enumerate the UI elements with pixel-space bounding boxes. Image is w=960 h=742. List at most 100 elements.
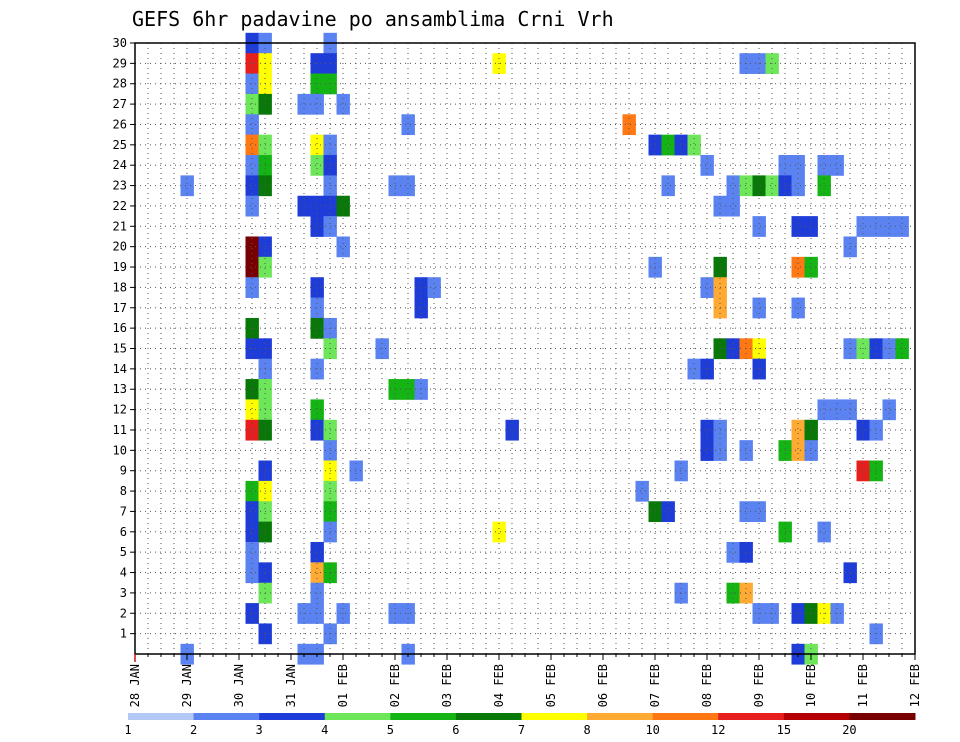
precip-cell [310,297,324,319]
y-tick-label: 21 [113,219,127,233]
precip-cell [726,195,740,217]
legend-swatch [390,713,457,720]
precip-cell [661,501,675,523]
precip-cell [245,419,259,441]
y-tick-label: 10 [113,443,127,457]
precip-cell [310,155,324,176]
legend-label: 12 [711,723,725,737]
y-tick-label: 29 [113,56,127,70]
precip-cell [414,379,428,400]
precip-cell [310,134,324,156]
precip-cell [700,419,714,441]
precip-cell [310,277,324,298]
x-tick-label: 10 FEB [804,664,818,707]
precip-cell [752,297,766,319]
legend-label: 3 [256,723,263,737]
y-tick-label: 28 [113,77,127,91]
y-tick-label: 23 [113,179,127,193]
precip-cell [765,175,779,197]
precip-cell [245,541,259,563]
precip-cell [310,541,324,563]
y-tick-label: 3 [120,586,127,600]
precip-cell [791,155,805,176]
precip-cell [726,541,740,563]
x-tick-label: 04 FEB [492,664,506,707]
precip-cell [752,358,766,380]
precip-cell [245,195,259,217]
precip-cell [310,562,324,584]
precip-cell [817,175,831,197]
precip-cell [804,216,818,237]
precip-cell [804,419,818,441]
precip-cell [791,216,805,237]
precip-cell [622,114,636,136]
precip-cell [869,460,883,482]
precip-cell [349,460,363,482]
precip-cell [336,236,350,258]
precip-cell [700,277,714,298]
precip-cell [336,93,350,115]
y-tick-label: 13 [113,382,127,396]
precip-cell [297,93,311,115]
precip-cell [245,256,259,278]
precip-cell [245,277,259,298]
precip-cell [310,216,324,237]
precip-cell [739,541,753,563]
precip-cell [739,501,753,523]
x-tick-label: 05 FEB [544,664,558,707]
legend-swatch [652,713,719,720]
x-tick-label: 11 FEB [856,664,870,707]
x-tick-label: 30 JAN [232,664,246,707]
x-tick-label: 06 FEB [596,664,610,707]
y-tick-label: 26 [113,117,127,131]
precip-cell [791,419,805,441]
x-tick-label: 01 FEB [336,664,350,707]
legend-label: 7 [518,723,525,737]
precip-cell [310,195,324,217]
precip-cell [791,256,805,278]
precip-cell [661,134,675,156]
precip-cell [817,521,831,543]
precip-cell [492,521,506,543]
y-tick-label: 4 [120,566,127,580]
precip-cell [310,399,324,421]
legend-label: 1 [124,723,131,737]
y-tick-label: 19 [113,260,127,274]
precip-cell [830,399,844,421]
precip-cell [817,399,831,421]
precip-cell [700,155,714,176]
precip-cell [752,175,766,197]
precip-cell [856,419,870,441]
precip-cell [791,175,805,197]
y-tick-label: 2 [120,606,127,620]
y-tick-label: 27 [113,97,127,111]
legend-label: 15 [777,723,791,737]
precip-cell [700,440,714,461]
y-tick-label: 1 [120,627,127,641]
precip-cell [830,155,844,176]
precip-cell [661,175,675,197]
y-tick-label: 30 [113,36,127,50]
x-tick-label: 08 FEB [700,664,714,707]
precip-cell [869,419,883,441]
precip-cell [817,155,831,176]
y-tick-label: 22 [113,199,127,213]
precip-cell [752,216,766,237]
precip-cell [427,277,441,298]
y-tick-label: 7 [120,504,127,518]
grid [135,43,915,654]
precip-cell [856,460,870,482]
precip-cell [245,114,259,136]
x-tick-label: 31 JAN [284,664,298,707]
precip-cell [245,134,259,156]
precip-cell [414,277,428,298]
y-tick-label: 12 [113,403,127,417]
legend-label: 10 [645,723,659,737]
legend-swatch [718,713,785,720]
precip-cell [687,358,701,380]
precip-cell [401,175,415,197]
precip-cell [739,440,753,461]
precip-cell [245,379,259,400]
legend-label: 8 [583,723,590,737]
x-tick-label: 03 FEB [440,664,454,707]
